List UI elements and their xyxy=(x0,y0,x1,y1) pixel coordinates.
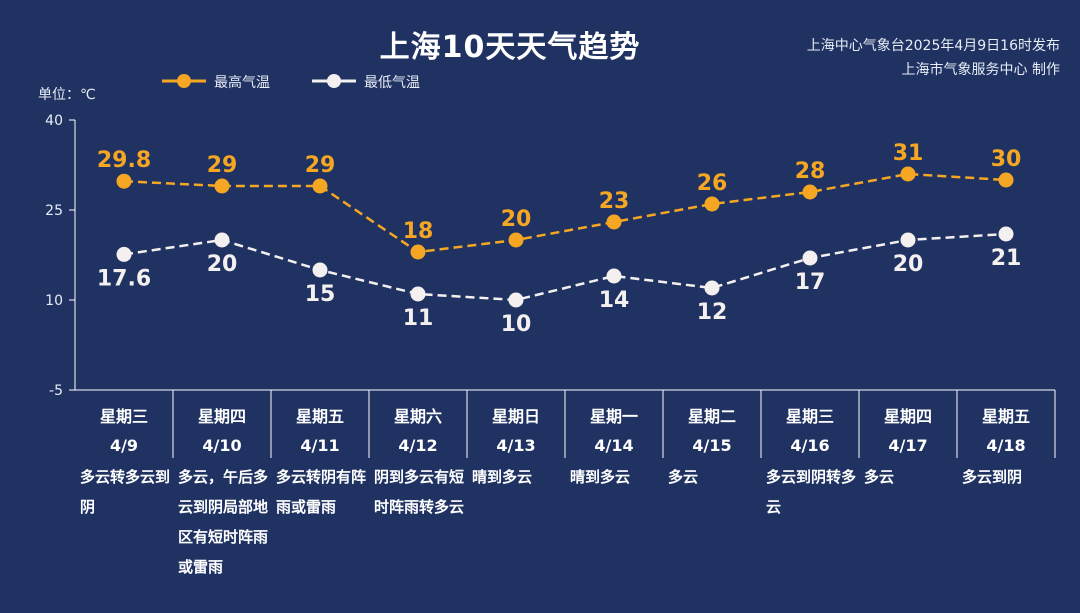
legend-label-high: 最高气温 xyxy=(214,75,270,91)
point-high xyxy=(116,173,132,189)
point-high xyxy=(508,232,524,248)
x-tick-date: 4/18 xyxy=(986,436,1025,455)
x-tick-date: 4/10 xyxy=(202,436,241,455)
series-line-high xyxy=(123,172,1007,254)
x-tick-date: 4/16 xyxy=(790,436,829,455)
data-label-high: 18 xyxy=(403,219,434,244)
data-label-high: 30 xyxy=(991,147,1022,172)
x-tick-weekday: 星期四 xyxy=(198,407,246,426)
data-label-low: 12 xyxy=(697,300,728,325)
weather-desc: 晴到多云 xyxy=(570,468,631,486)
x-tick-date: 4/9 xyxy=(110,436,138,455)
unit-label: 单位：℃ xyxy=(38,87,96,103)
weather-desc: 多云 xyxy=(864,468,895,486)
x-tick-weekday: 星期五 xyxy=(982,407,1030,426)
weather-desc: 阴到多云有短时阵雨转多云 xyxy=(374,468,465,516)
source-line-2: 上海市气象服务中心 制作 xyxy=(901,62,1060,78)
point-high xyxy=(802,184,818,200)
x-tick-weekday: 星期三 xyxy=(786,407,834,426)
x-tick-weekday: 星期二 xyxy=(688,407,736,426)
point-high xyxy=(704,196,720,212)
weather-desc: 多云到阴转多云 xyxy=(766,468,857,516)
weather-desc: 多云 xyxy=(668,468,699,486)
point-high xyxy=(900,166,916,182)
x-tick-date: 4/15 xyxy=(692,436,731,455)
point-low xyxy=(312,262,328,278)
series-line-low xyxy=(123,232,1007,302)
data-label-low: 15 xyxy=(305,282,336,307)
point-high xyxy=(410,244,426,260)
x-tick-date: 4/13 xyxy=(496,436,535,455)
data-label-high: 23 xyxy=(599,189,630,214)
x-tick-date: 4/17 xyxy=(888,436,927,455)
y-tick-label: 10 xyxy=(45,293,63,309)
point-low xyxy=(802,250,818,266)
legend-label-low: 最低气温 xyxy=(364,75,420,91)
point-low xyxy=(900,232,916,248)
data-label-high: 29 xyxy=(305,153,336,178)
legend-marker-low xyxy=(312,74,356,88)
data-label-low: 20 xyxy=(207,252,238,277)
point-high xyxy=(998,172,1014,188)
data-label-low: 21 xyxy=(991,246,1022,271)
data-label-low: 20 xyxy=(893,252,924,277)
point-low xyxy=(214,232,230,248)
data-label-high: 26 xyxy=(697,171,728,196)
x-tick-date: 4/11 xyxy=(300,436,339,455)
point-low xyxy=(508,292,524,308)
weather-desc: 晴到多云 xyxy=(472,468,533,486)
point-low xyxy=(704,280,720,296)
source-line-1: 上海中心气象台2025年4月9日16时发布 xyxy=(806,38,1060,54)
weather-desc: 多云到阴 xyxy=(962,468,1023,486)
data-label-low: 10 xyxy=(501,312,532,337)
x-tick-weekday: 星期四 xyxy=(884,407,932,426)
data-label-high: 29 xyxy=(207,153,238,178)
point-high xyxy=(312,178,328,194)
chart-title: 上海10天天气趋势 xyxy=(379,30,641,65)
x-tick-weekday: 星期日 xyxy=(492,407,540,426)
x-tick-weekday: 星期一 xyxy=(590,407,638,426)
data-label-high: 28 xyxy=(795,159,826,184)
weather-desc: 多云转多云到阴 xyxy=(80,468,171,516)
y-tick-label: 40 xyxy=(45,113,63,129)
x-tick-date: 4/14 xyxy=(594,436,633,455)
point-low xyxy=(998,226,1014,242)
weather-desc: 多云，午后多云到阴局部地区有短时阵雨或雷雨 xyxy=(178,468,269,576)
point-low xyxy=(606,268,622,284)
point-low xyxy=(410,286,426,302)
y-tick-label: 25 xyxy=(45,203,63,219)
weather-desc: 多云转阴有阵雨或雷雨 xyxy=(276,468,367,516)
x-tick-weekday: 星期六 xyxy=(394,407,442,426)
point-high xyxy=(214,178,230,194)
x-tick-weekday: 星期三 xyxy=(100,407,148,426)
data-label-high: 29.8 xyxy=(97,148,151,173)
data-label-high: 31 xyxy=(893,141,924,166)
x-tick-weekday: 星期五 xyxy=(296,407,344,426)
data-label-high: 20 xyxy=(501,207,532,232)
data-label-low: 17 xyxy=(795,270,826,295)
data-label-low: 17.6 xyxy=(97,266,151,291)
x-tick-date: 4/12 xyxy=(398,436,437,455)
y-tick-label: -5 xyxy=(49,383,63,399)
legend-marker-high xyxy=(162,74,206,88)
point-high xyxy=(606,214,622,230)
source-info: 上海中心气象台2025年4月9日16时发布 上海市气象服务中心 制作 xyxy=(807,34,1060,82)
data-label-low: 14 xyxy=(599,288,630,313)
point-low xyxy=(116,246,132,262)
data-label-low: 11 xyxy=(403,306,434,331)
